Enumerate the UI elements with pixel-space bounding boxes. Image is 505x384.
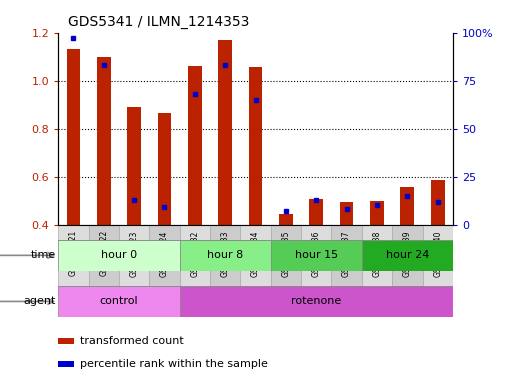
Bar <box>331 225 361 294</box>
Bar <box>361 225 391 294</box>
Bar <box>370 201 383 225</box>
Bar <box>58 286 179 317</box>
Bar <box>391 225 422 294</box>
Bar <box>58 240 179 271</box>
Bar <box>361 240 452 271</box>
Bar <box>240 225 270 294</box>
Text: GSM567524: GSM567524 <box>160 230 169 276</box>
Bar <box>127 107 140 225</box>
Text: GSM567540: GSM567540 <box>432 230 441 276</box>
Bar <box>422 225 452 294</box>
Bar <box>300 225 331 294</box>
Text: GSM567522: GSM567522 <box>99 230 108 276</box>
Bar <box>58 338 74 344</box>
Text: GSM567533: GSM567533 <box>220 230 229 276</box>
Bar <box>67 50 80 225</box>
Bar <box>248 68 262 225</box>
Text: GSM567532: GSM567532 <box>190 230 199 276</box>
Text: hour 15: hour 15 <box>294 250 337 260</box>
Bar <box>400 187 414 225</box>
Bar <box>149 225 179 294</box>
Text: hour 24: hour 24 <box>385 250 428 260</box>
Bar <box>58 361 74 367</box>
Bar <box>210 225 240 294</box>
Bar <box>158 113 171 225</box>
Text: GSM567539: GSM567539 <box>402 230 411 276</box>
Text: hour 0: hour 0 <box>100 250 137 260</box>
Text: GSM567538: GSM567538 <box>372 230 381 276</box>
Text: GSM567536: GSM567536 <box>311 230 320 276</box>
Bar <box>188 66 201 225</box>
Bar <box>430 180 444 225</box>
Bar <box>97 56 111 225</box>
Bar <box>339 202 352 225</box>
Text: GSM567535: GSM567535 <box>281 230 290 276</box>
Bar <box>309 199 323 225</box>
Text: control: control <box>99 296 138 306</box>
Bar <box>179 240 270 271</box>
Text: GSM567523: GSM567523 <box>129 230 138 276</box>
Text: GSM567521: GSM567521 <box>69 230 78 276</box>
Bar <box>270 240 361 271</box>
Text: hour 8: hour 8 <box>207 250 243 260</box>
Bar <box>270 225 300 294</box>
Bar <box>88 225 119 294</box>
Text: transformed count: transformed count <box>80 336 183 346</box>
Bar <box>279 214 292 225</box>
Text: GSM567534: GSM567534 <box>250 230 260 276</box>
Text: rotenone: rotenone <box>290 296 341 306</box>
Text: time: time <box>30 250 56 260</box>
Text: GDS5341 / ILMN_1214353: GDS5341 / ILMN_1214353 <box>68 15 249 29</box>
Bar <box>179 286 452 317</box>
Text: percentile rank within the sample: percentile rank within the sample <box>80 359 267 369</box>
Bar <box>218 40 232 225</box>
Bar <box>58 225 88 294</box>
Bar <box>179 225 210 294</box>
Text: agent: agent <box>23 296 56 306</box>
Bar <box>119 225 149 294</box>
Text: GSM567537: GSM567537 <box>341 230 350 276</box>
